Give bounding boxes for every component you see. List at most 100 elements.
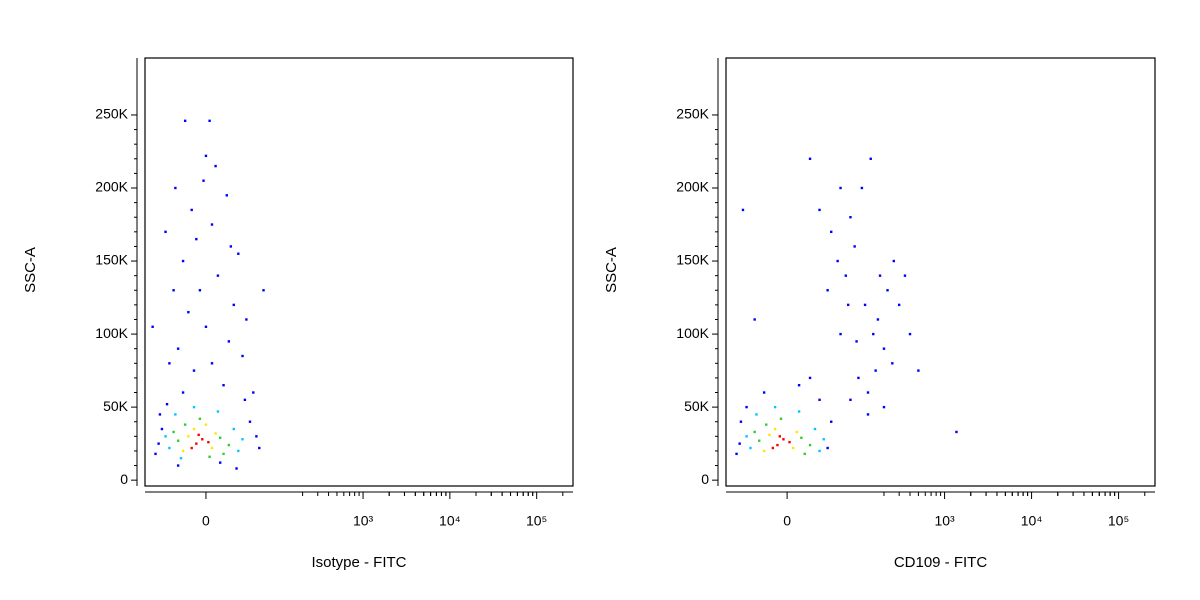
event-dot	[204, 154, 208, 158]
event-dot	[874, 369, 877, 372]
y-tick-label: 200K	[95, 179, 128, 195]
event-dot	[165, 402, 169, 406]
event-dot	[886, 289, 889, 292]
event-dot	[160, 427, 164, 431]
event-dot	[204, 423, 208, 426]
event-dot	[172, 430, 175, 434]
event-dot	[210, 446, 214, 450]
event-dot	[830, 420, 833, 423]
event-dot	[192, 427, 196, 431]
x-tick-label: 10⁴	[439, 513, 461, 529]
event-dot	[158, 413, 162, 416]
event-dot	[882, 347, 886, 350]
event-dot	[882, 405, 886, 409]
event-dot	[198, 289, 202, 292]
event-dot	[808, 376, 812, 380]
event-dot	[176, 464, 180, 467]
event-dot	[803, 452, 806, 456]
event-dot	[818, 398, 821, 402]
event-dot	[164, 230, 167, 234]
event-dot	[262, 289, 265, 292]
event-dot	[797, 410, 801, 413]
event-dot	[782, 438, 785, 441]
event-dot	[800, 436, 803, 439]
event-dot	[232, 427, 235, 431]
event-dot	[232, 303, 235, 307]
x-tick-label: 10⁵	[1108, 513, 1129, 529]
event-dot	[229, 245, 233, 248]
event-dot	[866, 391, 870, 394]
event-dot	[860, 186, 864, 190]
y-axis-title: SSC-A	[22, 247, 39, 293]
x-axis-title: Isotype - FITC	[311, 554, 406, 571]
event-dot	[241, 438, 244, 441]
event-dot	[190, 208, 193, 212]
event-dot	[255, 435, 258, 438]
event-dot	[813, 427, 817, 431]
y-tick-label: 250K	[676, 106, 709, 122]
y-tick-label: 100K	[676, 325, 709, 341]
y-tick-label: 100K	[95, 325, 128, 341]
event-dot	[773, 427, 777, 431]
event-dot	[818, 208, 821, 212]
y-tick-label: 200K	[676, 179, 709, 195]
event-dot	[222, 384, 225, 387]
event-dot	[151, 325, 154, 328]
event-dot	[245, 318, 248, 321]
event-dot	[154, 452, 157, 456]
event-dot	[208, 455, 211, 458]
event-dot	[849, 216, 852, 219]
event-dot	[197, 433, 200, 437]
event-dot	[227, 340, 231, 343]
event-dot	[187, 310, 190, 314]
event-dot	[258, 446, 261, 450]
event-dot	[791, 446, 795, 450]
event-dot	[822, 438, 825, 441]
event-dot	[776, 443, 779, 447]
y-axis-title: SSC-A	[603, 247, 620, 293]
event-dot	[872, 332, 875, 336]
event-dot	[168, 362, 171, 365]
y-tick-label: 250K	[95, 106, 128, 122]
x-tick-label: 10⁴	[1021, 513, 1043, 529]
event-dot	[778, 435, 782, 438]
event-dot	[839, 186, 842, 190]
event-dot	[849, 398, 852, 402]
event-dot	[876, 318, 880, 321]
event-dot	[855, 340, 858, 343]
event-dot	[208, 119, 211, 123]
event-dot	[897, 303, 901, 307]
event-dot	[771, 446, 775, 450]
event-dot	[174, 186, 177, 190]
event-dot	[866, 413, 870, 416]
event-dot	[181, 259, 185, 263]
event-dot	[201, 438, 204, 441]
event-dot	[788, 440, 791, 444]
event-dot	[908, 332, 912, 336]
event-dot	[204, 325, 208, 328]
event-dot	[176, 347, 180, 350]
event-dot	[797, 384, 801, 387]
x-tick-label: 0	[202, 513, 210, 529]
event-dot	[762, 449, 766, 453]
event-dot	[739, 420, 743, 423]
x-axis-title: CD109 - FITC	[894, 554, 988, 571]
event-dot	[214, 164, 217, 168]
event-dot	[755, 413, 758, 416]
y-tick-label: 50K	[684, 398, 710, 414]
event-dot	[844, 274, 848, 277]
event-dot	[762, 391, 766, 394]
event-dot	[836, 259, 839, 263]
event-dot	[168, 446, 171, 450]
event-dot	[779, 417, 783, 421]
event-dot	[187, 435, 190, 438]
event-dot	[210, 223, 214, 226]
event-dot	[219, 436, 222, 439]
event-dot	[157, 442, 160, 445]
event-dot	[164, 435, 167, 438]
event-dot	[826, 289, 829, 292]
event-dot	[758, 439, 761, 442]
y-tick-label: 50K	[103, 398, 129, 414]
event-dot	[192, 369, 196, 372]
